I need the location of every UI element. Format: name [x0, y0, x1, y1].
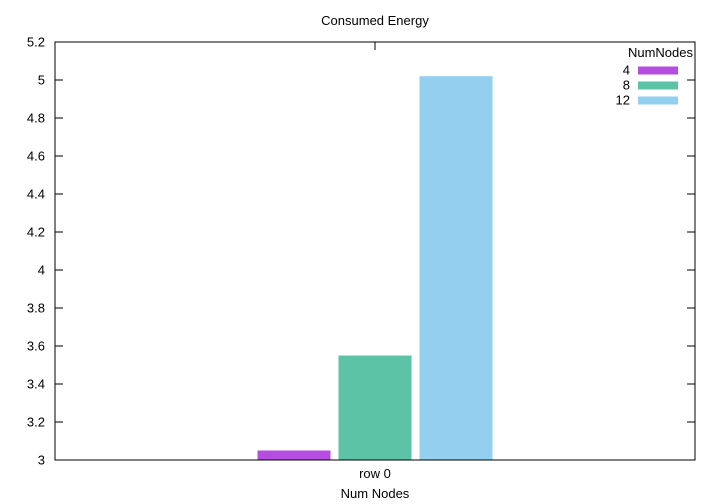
legend-swatch-12	[638, 96, 678, 105]
plot-frame	[54, 41, 696, 461]
y-tick-label-7: 4.4	[27, 187, 45, 202]
y-tick-label-4: 3.8	[27, 301, 45, 316]
y-tick-label-5: 4	[38, 263, 45, 278]
bar-4-0	[257, 450, 331, 460]
bar-8-0	[338, 355, 412, 460]
chart-title: Consumed Energy	[321, 13, 429, 28]
y-tick-label-3: 3.6	[27, 339, 45, 354]
legend-label-8: 8	[623, 78, 630, 93]
y-tick-label-9: 4.8	[27, 111, 45, 126]
y-tick-label-8: 4.6	[27, 149, 45, 164]
y-tick-label-11: 5.2	[27, 35, 45, 50]
y-tick-label-0: 3	[38, 453, 45, 468]
legend-label-4: 4	[623, 63, 630, 78]
y-tick-label-2: 3.4	[27, 377, 45, 392]
legend-label-12: 12	[616, 93, 630, 108]
legend-swatch-4	[638, 66, 678, 75]
y-tick-label-10: 5	[38, 73, 45, 88]
legend-title: NumNodes	[628, 45, 694, 60]
y-tick-label-1: 3.2	[27, 415, 45, 430]
y-tick-label-6: 4.2	[27, 225, 45, 240]
legend-swatch-8	[638, 81, 678, 90]
x-tick-label-0: row 0	[359, 466, 391, 481]
x-axis-title: Num Nodes	[341, 486, 410, 501]
bar-12-0	[419, 76, 493, 460]
